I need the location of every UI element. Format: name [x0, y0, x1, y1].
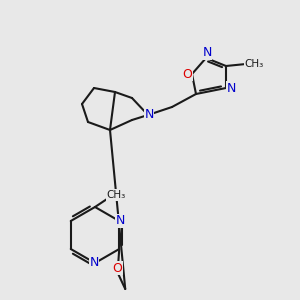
Text: N: N	[202, 46, 212, 59]
Text: N: N	[116, 214, 125, 227]
Text: O: O	[182, 68, 192, 80]
Text: CH₃: CH₃	[106, 190, 126, 200]
Text: CH₃: CH₃	[244, 59, 264, 69]
Text: O: O	[112, 262, 122, 275]
Text: N: N	[144, 109, 154, 122]
Text: N: N	[89, 256, 99, 268]
Text: N: N	[226, 82, 236, 94]
